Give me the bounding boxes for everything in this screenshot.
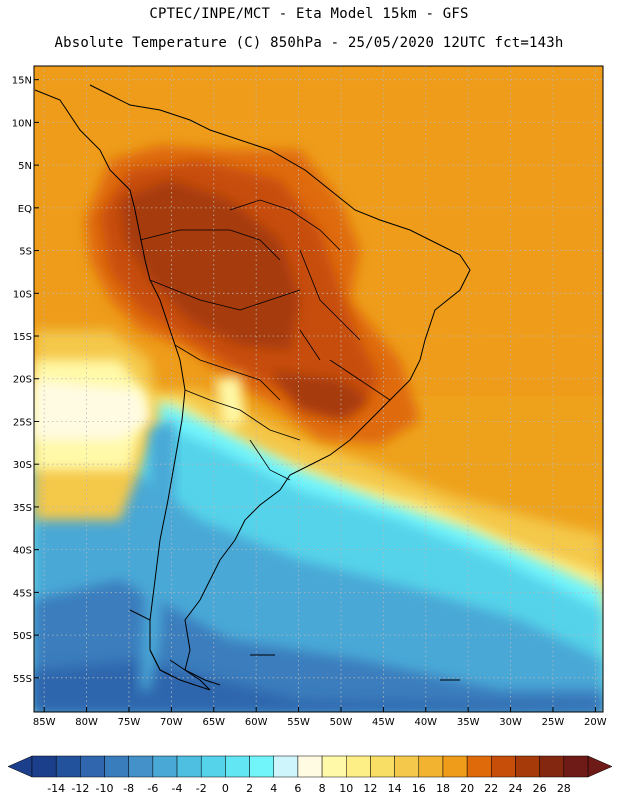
colorbar-label: -12: [71, 782, 89, 795]
colorbar-label: 14: [388, 782, 402, 795]
colorbar-label: 20: [460, 782, 474, 795]
lat-tick-label: 20S: [13, 375, 32, 386]
colorbar-label: -10: [96, 782, 114, 795]
colorbar-label: 26: [533, 782, 547, 795]
lat-tick-label: 40S: [13, 546, 32, 557]
colorbar-label: 10: [339, 782, 353, 795]
colorbar-label: -8: [123, 782, 134, 795]
colorbar-label: 8: [319, 782, 326, 795]
colorbar-label: 2: [246, 782, 253, 795]
lat-tick-label: 15N: [12, 76, 32, 87]
latitude-axis: 15N 10N 5N EQ 5S 10S 15S 20S 25S 30S 35S 40S 45S 50S 5…: [12, 76, 39, 685]
lon-tick-label: 70W: [160, 717, 183, 728]
colorbar-label: -2: [196, 782, 207, 795]
country-borders: [139, 199, 391, 481]
temperature-field: [34, 66, 603, 712]
colorbar-swatch: [128, 755, 154, 778]
colorbar-label: 28: [557, 782, 571, 795]
colorbar-swatch: [200, 755, 226, 778]
colorbar-label: -14: [47, 782, 65, 795]
lat-tick-label: 50S: [13, 631, 32, 642]
colorbar-label: 24: [508, 782, 522, 795]
colorbar-swatch: [225, 755, 250, 778]
colorbar-swatch: [563, 755, 589, 778]
colorbar-swatch: [442, 755, 468, 778]
colorbar-swatch: [539, 755, 565, 778]
lat-tick-label: 10S: [13, 289, 32, 300]
colorbar-swatch: [394, 755, 420, 778]
title-line-2: Absolute Temperature (C) 850hPa - 25/05/…: [54, 35, 564, 51]
colorbar-swatch: [297, 755, 323, 778]
lon-tick-label: 40W: [414, 717, 437, 728]
colorbar-label: 0: [222, 782, 229, 795]
lon-tick-label: 30W: [499, 717, 522, 728]
colorbar-swatch: [321, 755, 347, 778]
lon-tick-label: 45W: [372, 717, 395, 728]
colorbar-label: 6: [294, 782, 301, 795]
lon-tick-label: 50W: [330, 717, 353, 728]
map-frame: [33, 65, 604, 713]
colorbar-swatch: [491, 755, 516, 778]
colorbar-label: 22: [484, 782, 498, 795]
lon-tick-label: 35W: [457, 717, 480, 728]
colorbar-label: 16: [412, 782, 426, 795]
colorbar-swatch: [370, 755, 395, 778]
lon-tick-label: 60W: [245, 717, 268, 728]
title-line-1: CPTEC/INPE/MCT - Eta Model 15km - GFS: [149, 6, 469, 22]
colorbar-swatch: [176, 755, 202, 778]
colorbar-label: -4: [172, 782, 183, 795]
lat-tick-label: 10N: [12, 118, 32, 129]
colorbar-label: 12: [363, 782, 377, 795]
colorbar-label: 4: [270, 782, 277, 795]
colorbar-swatch: [273, 755, 299, 778]
lon-tick-label: 20W: [584, 717, 607, 728]
colorbar-swatch: [249, 755, 274, 778]
lat-tick-label: 5N: [18, 161, 32, 172]
lat-tick-label: 55S: [13, 674, 32, 685]
lat-tick-label: EQ: [18, 204, 32, 215]
colorbar-swatch: [466, 755, 492, 778]
colorbar-swatch: [80, 755, 105, 778]
longitude-axis: 85W 80W 75W 70W 65W 60W 55W 50W 45W 40W 35W 30W 25W 2…: [33, 707, 607, 728]
graticule: [34, 66, 603, 712]
coastlines: [34, 84, 471, 691]
lon-tick-label: 25W: [542, 717, 565, 728]
lon-tick-label: 80W: [75, 717, 98, 728]
lon-tick-label: 85W: [33, 717, 56, 728]
lat-tick-label: 30S: [13, 460, 32, 471]
lon-tick-label: 75W: [118, 717, 141, 728]
colorbar-swatch: [55, 755, 81, 778]
lat-tick-label: 45S: [13, 588, 32, 599]
lat-tick-label: 25S: [13, 417, 32, 428]
colorbar-swatch: [31, 755, 57, 778]
colorbar-swatch: [152, 755, 178, 778]
lon-tick-label: 65W: [202, 717, 225, 728]
lat-tick-label: 35S: [13, 503, 32, 514]
colorbar-low-arrow: [7, 755, 33, 778]
colorbar-swatch: [418, 755, 444, 778]
colorbar-swatch: [346, 755, 371, 778]
lon-tick-label: 55W: [287, 717, 310, 728]
colorbar-swatch: [104, 755, 129, 778]
colorbar-high-arrow: [587, 755, 613, 778]
colorbar-label: 18: [436, 782, 450, 795]
colorbar-swatch: [515, 755, 540, 778]
colorbar: -14 -12 -10 -8 -6 -4 -2 0 2 4 6 8 10 12 14 16 18 20 22 24 26…: [7, 755, 613, 795]
lat-tick-label: 15S: [13, 332, 32, 343]
lat-tick-label: 5S: [19, 247, 32, 258]
colorbar-label: -6: [147, 782, 158, 795]
